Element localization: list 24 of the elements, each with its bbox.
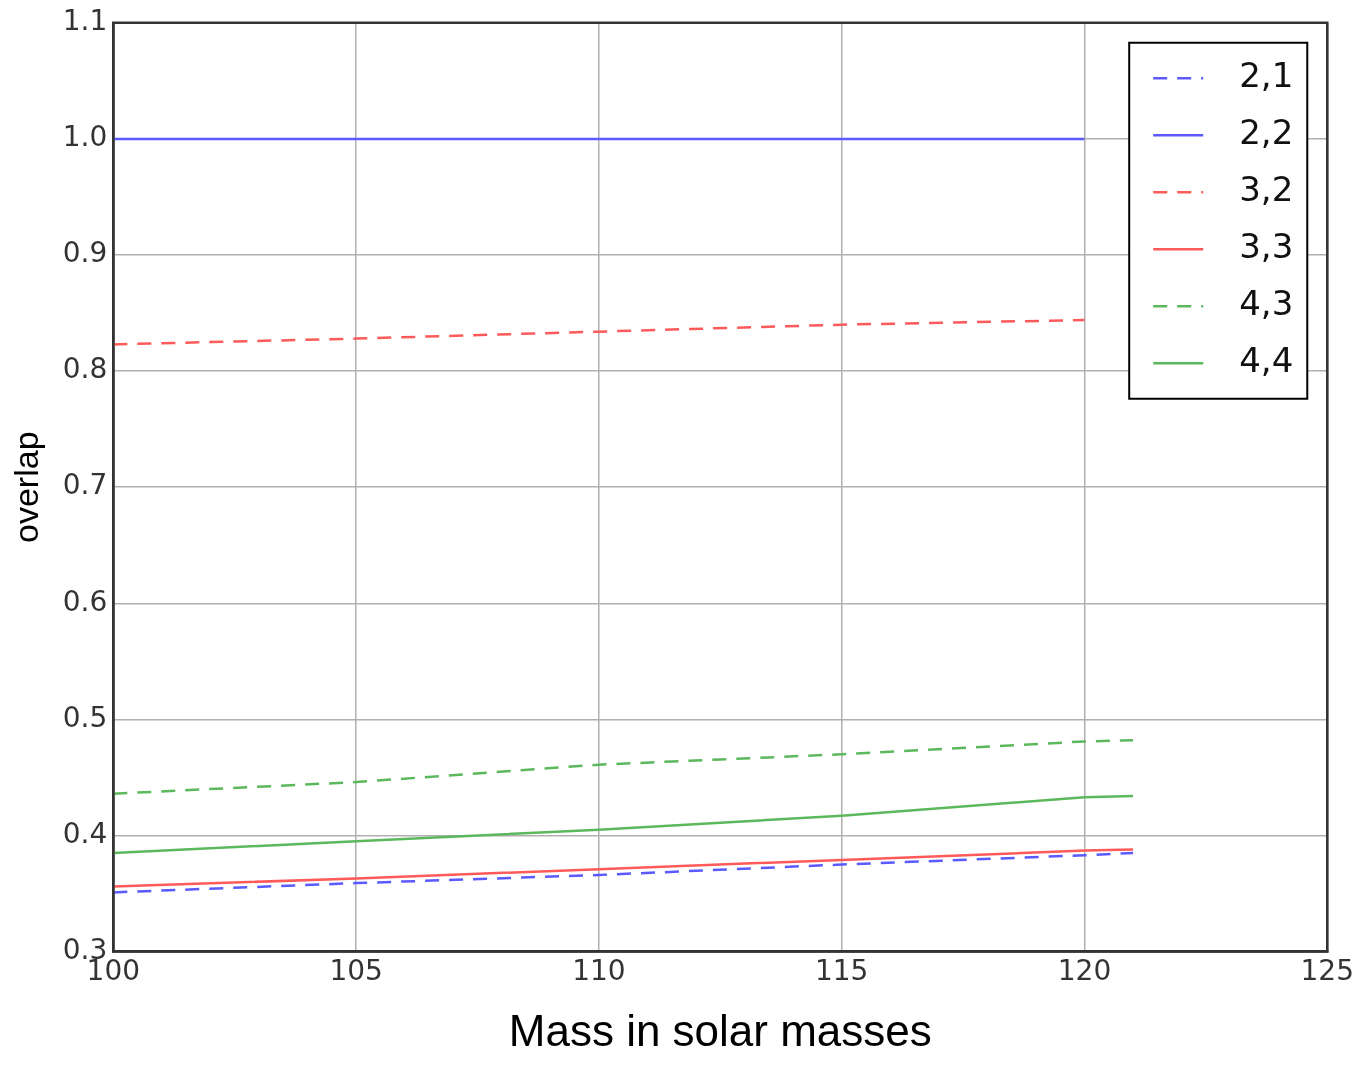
y-tick-label: 0.9: [62, 236, 108, 270]
legend-label: 4,4: [1239, 340, 1294, 381]
legend-label: 3,3: [1239, 226, 1294, 267]
y-tick-label: 0.6: [62, 584, 108, 618]
y-tick-label: 0.7: [62, 468, 108, 502]
legend-label: 4,3: [1239, 283, 1294, 324]
legend-label: 2,2: [1239, 112, 1294, 153]
x-tick-label: 120: [1057, 953, 1112, 987]
x-tick-label: 110: [572, 953, 626, 987]
line-series: [113, 318, 1086, 346]
x-tick-label: 125: [1300, 953, 1354, 987]
x-tick-label: 105: [329, 953, 383, 987]
y-tick-label: 0.5: [62, 700, 108, 734]
y-tick-label: 1.0: [62, 120, 108, 154]
y-tick-label: 0.8: [62, 352, 108, 386]
line-series: [113, 851, 1135, 894]
y-tick-label: 0.4: [62, 816, 108, 850]
legend-label: 3,2: [1239, 169, 1294, 210]
y-tick-label: 1.1: [62, 4, 108, 38]
x-tick-label: 115: [814, 953, 869, 987]
line-series: [113, 739, 1135, 795]
legend-label: 2,1: [1239, 55, 1294, 96]
y-axis-title: overlap: [6, 431, 45, 543]
x-axis-title: Mass in solar masses: [508, 1005, 932, 1055]
